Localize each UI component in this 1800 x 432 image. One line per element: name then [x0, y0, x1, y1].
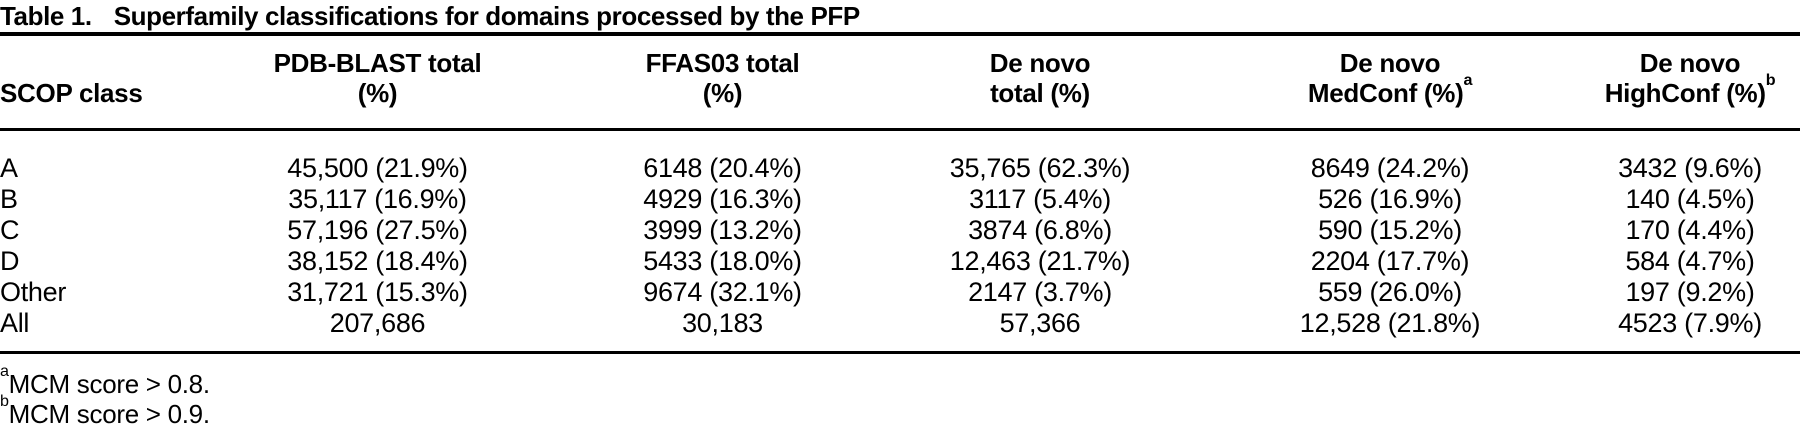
cell-pdb-blast: 45,500 (21.9%): [287, 153, 468, 183]
footnote-marker-b: b: [1765, 71, 1776, 90]
cell-de-novo-total: 12,463 (21.7%): [949, 246, 1131, 276]
header-line: HighConf (%)b: [1580, 72, 1800, 108]
footnote-a-marker: a: [0, 362, 9, 381]
cell-de-novo-total: 2147 (3.7%): [968, 277, 1112, 307]
cell-scop-class: D: [0, 246, 20, 276]
header-row: SCOP class PDB-BLAST total (%) FFAS03 to…: [0, 36, 1800, 130]
cell-pdb-blast: 35,117 (16.9%): [288, 184, 467, 214]
cell-scop-class: All: [0, 308, 30, 338]
column-header-de-novo-highconf: De novo HighConf (%)b: [1580, 36, 1800, 130]
cell-pdb-blast: 31,721 (15.3%): [287, 277, 468, 307]
cell-de-novo-highconf: 197 (9.2%): [1625, 277, 1755, 307]
cell-ffas03: 3999 (13.2%): [643, 215, 802, 245]
table-row: Other 31,721 (15.3%) 9674 (32.1%) 2147 (…: [0, 277, 1800, 308]
footnote-b-text: MCM score > 0.9.: [8, 399, 210, 429]
cell-de-novo-total: 57,366: [999, 308, 1081, 338]
cell-ffas03: 4929 (16.3%): [643, 184, 802, 214]
column-header-de-novo-medconf: De novo MedConf (%)a: [1200, 36, 1580, 130]
column-header-de-novo-total: De novo total (%): [880, 36, 1200, 130]
footnote-b: bMCM score > 0.9.: [0, 393, 1800, 429]
cell-pdb-blast: 207,686: [329, 308, 426, 338]
cell-scop-class: Other: [0, 277, 67, 307]
table-number: Table 1.: [0, 1, 92, 31]
table-header: SCOP class PDB-BLAST total (%) FFAS03 to…: [0, 36, 1800, 130]
cell-de-novo-medconf: 526 (16.9%): [1318, 184, 1462, 214]
cell-de-novo-highconf: 170 (4.4%): [1625, 215, 1755, 245]
table-row: D 38,152 (18.4%) 5433 (18.0%) 12,463 (21…: [0, 246, 1800, 277]
header-line: PDB-BLAST total: [273, 48, 482, 78]
header-line: (%): [357, 78, 398, 108]
header-text: HighConf (%): [1604, 78, 1766, 108]
header-line: De novo: [1339, 48, 1441, 78]
header-text: MedConf (%): [1307, 78, 1464, 108]
cell-scop-class: C: [0, 215, 20, 245]
cell-pdb-blast: 57,196 (27.5%): [287, 215, 468, 245]
cell-de-novo-highconf: 4523 (7.9%): [1618, 308, 1762, 338]
table-caption: Table 1. Superfamily classifications for …: [0, 0, 1800, 36]
table-row: All 207,686 30,183 57,366 12,528 (21.8%)…: [0, 308, 1800, 353]
cell-scop-class: A: [0, 153, 18, 183]
cell-ffas03: 9674 (32.1%): [643, 277, 802, 307]
table-title: Superfamily classifications for domains …: [113, 1, 861, 31]
header-line: De novo: [989, 48, 1091, 78]
cell-de-novo-total: 3117 (5.4%): [969, 184, 1111, 214]
cell-de-novo-medconf: 2204 (17.7%): [1310, 246, 1470, 276]
cell-de-novo-highconf: 3432 (9.6%): [1618, 153, 1762, 183]
cell-de-novo-total: 3874 (6.8%): [968, 215, 1112, 245]
footnote-a-text: MCM score > 0.8.: [8, 369, 210, 399]
cell-de-novo-medconf: 590 (15.2%): [1318, 215, 1462, 245]
cell-scop-class: B: [0, 184, 18, 214]
header-line: FFAS03 total: [645, 48, 800, 78]
cell-de-novo-total: 35,765 (62.3%): [949, 153, 1131, 183]
cell-de-novo-medconf: 559 (26.0%): [1318, 277, 1462, 307]
superfamily-table: SCOP class PDB-BLAST total (%) FFAS03 to…: [0, 36, 1800, 354]
cell-ffas03: 6148 (20.4%): [643, 153, 802, 183]
column-header-ffas03-total: FFAS03 total (%): [565, 36, 880, 130]
cell-ffas03: 30,183: [682, 308, 763, 338]
column-header-scop-class: SCOP class: [0, 36, 190, 130]
table-body: A 45,500 (21.9%) 6148 (20.4%) 35,765 (62…: [0, 130, 1800, 353]
cell-de-novo-highconf: 140 (4.5%): [1625, 184, 1755, 214]
cell-de-novo-medconf: 8649 (24.2%): [1310, 153, 1470, 183]
footnote-a: aMCM score > 0.8.: [0, 363, 1800, 399]
header-line: De novo: [1639, 48, 1741, 78]
cell-ffas03: 5433 (18.0%): [643, 246, 802, 276]
cell-de-novo-medconf: 12,528 (21.8%): [1299, 308, 1481, 338]
table-row: A 45,500 (21.9%) 6148 (20.4%) 35,765 (62…: [0, 130, 1800, 185]
cell-pdb-blast: 38,152 (18.4%): [287, 246, 468, 276]
header-line: SCOP class: [0, 78, 143, 108]
header-line: (%): [702, 78, 743, 108]
table-row: B 35,117 (16.9%) 4929 (16.3%) 3117 (5.4%…: [0, 184, 1800, 215]
table-footnotes: aMCM score > 0.8. bMCM score > 0.9.: [0, 363, 1800, 429]
table-row: C 57,196 (27.5%) 3999 (13.2%) 3874 (6.8%…: [0, 215, 1800, 246]
header-line: MedConf (%)a: [1200, 72, 1580, 108]
header-line: total (%): [990, 78, 1090, 108]
cell-de-novo-highconf: 584 (4.7%): [1625, 246, 1755, 276]
footnote-marker-a: a: [1463, 71, 1473, 90]
column-header-pdb-blast-total: PDB-BLAST total (%): [190, 36, 565, 130]
footnote-b-marker: b: [0, 392, 9, 411]
